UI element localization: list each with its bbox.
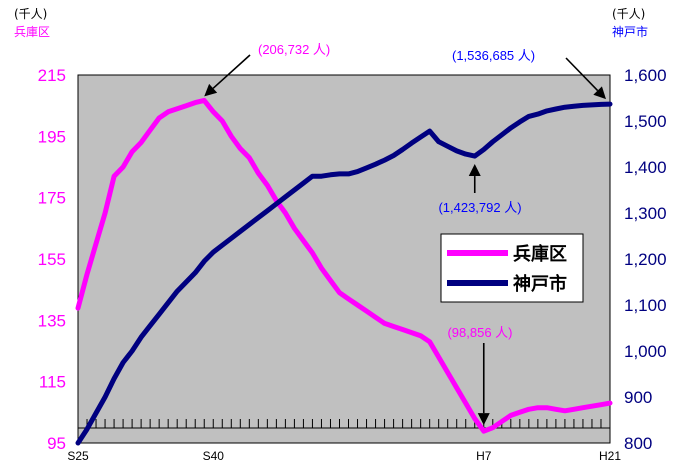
- annotation-label: (1,423,792 人): [438, 200, 521, 215]
- right-tick-label: 1,200: [624, 250, 667, 269]
- left-axis-name: 兵庫区: [14, 25, 50, 39]
- annotation-label: (206,732 人): [258, 42, 330, 57]
- left-tick-label: 195: [38, 127, 66, 146]
- annotation-arrowhead: [477, 413, 490, 426]
- right-axis-name: 神戸市: [612, 24, 648, 39]
- legend: 兵庫区 神戸市: [440, 233, 584, 303]
- right-tick-label: 900: [624, 388, 652, 407]
- annotation-arrow: [212, 54, 251, 89]
- left-tick-label: 175: [38, 189, 66, 208]
- legend-label-kobe: 神戸市: [513, 273, 567, 295]
- left-tick-label: 115: [39, 373, 66, 392]
- left-tick-label: 95: [47, 434, 66, 453]
- right-tick-label: 1,600: [624, 66, 667, 85]
- annotation-arrowhead: [468, 164, 481, 177]
- x-tick-label: S40: [203, 449, 225, 463]
- right-axis-unit: (千人): [612, 7, 645, 21]
- left-axis-unit: (千人): [14, 7, 47, 21]
- x-tick-label: H21: [599, 449, 621, 463]
- right-tick-label: 1,100: [624, 296, 667, 315]
- series-line-kobe: [75, 101, 613, 446]
- x-tick-label: H7: [476, 449, 492, 463]
- annotation-label: (1,536,685 人): [452, 48, 535, 63]
- right-tick-label: 1,400: [624, 158, 667, 177]
- x-tick-label: S25: [67, 449, 89, 463]
- left-tick-label: 135: [38, 311, 66, 330]
- right-tick-label: 1,300: [624, 204, 667, 223]
- left-axis-ticks: 215 195 175 155 135 115 95: [38, 66, 66, 453]
- right-axis-ticks: 1,600 1,500 1,400 1,300 1,200 1,100 1,000 900 80…: [624, 66, 667, 453]
- right-tick-label: 1,000: [624, 342, 667, 361]
- annotation-arrowhead: [593, 86, 606, 100]
- right-tick-label: 800: [624, 434, 652, 453]
- annotation-arrowhead: [204, 83, 218, 97]
- series-line-hyogo: [75, 97, 613, 434]
- minor-tick-strip: [77, 419, 611, 429]
- left-tick-label: 215: [38, 66, 66, 85]
- right-tick-label: 1,500: [624, 112, 667, 131]
- series-layer: [75, 97, 613, 446]
- annotation-arrow: [565, 57, 599, 92]
- legend-label-hyogo: 兵庫区: [513, 243, 567, 265]
- annotation-layer: (206,732 人) (1,536,685 人) (1,423,792 人) (98…: [204, 42, 606, 426]
- legend-box: [440, 233, 584, 303]
- left-tick-label: 155: [38, 250, 66, 269]
- x-axis-ticks: S25 S40 H7 H21: [67, 449, 621, 463]
- annotation-label: (98,856 人): [447, 325, 512, 340]
